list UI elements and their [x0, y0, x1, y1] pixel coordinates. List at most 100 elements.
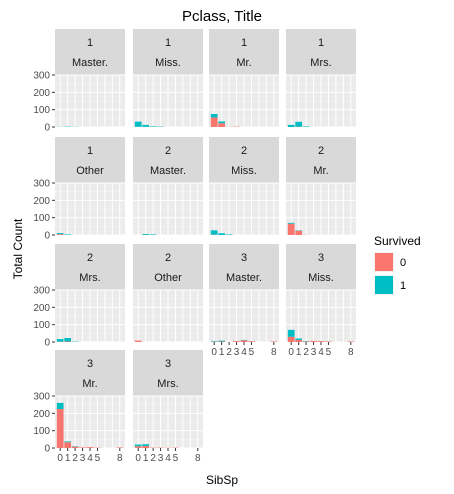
facet-panel: 1 Miss.	[133, 29, 203, 128]
bar-survived-1	[142, 124, 150, 127]
bar-survived-1	[56, 339, 64, 342]
legend-label: 0	[400, 257, 406, 269]
x-tick-label: 5	[95, 453, 101, 464]
strip-label-pclass: 1	[87, 37, 93, 49]
y-tick-label: 200	[33, 409, 50, 420]
strip-label-pclass: 2	[241, 145, 247, 157]
bar-survived-0	[240, 340, 248, 342]
bar-survived-1	[134, 121, 142, 127]
strip-label-pclass: 3	[241, 252, 247, 264]
facet-strip	[286, 137, 356, 183]
y-axis-title: Total Count	[11, 218, 25, 279]
bar-survived-0	[64, 442, 72, 448]
facet-panel: 2 Mr.	[286, 137, 356, 236]
x-tick-label: 5	[249, 347, 255, 358]
strip-label-title: Mrs.	[79, 272, 100, 284]
bar-survived-0	[317, 341, 325, 342]
bar-survived-1	[218, 233, 226, 235]
strip-label-title: Other	[154, 272, 182, 284]
x-tick-label: 2	[72, 453, 78, 464]
bar-survived-0	[71, 446, 79, 448]
strip-label-title: Miss.	[231, 165, 257, 177]
strip-label-title: Mrs.	[310, 57, 331, 69]
strip-label-title: Mrs.	[157, 378, 178, 390]
bar-survived-0	[142, 445, 150, 448]
x-tick-label: 4	[165, 453, 171, 464]
bar-survived-0	[295, 339, 303, 342]
strip-label-title: Master.	[226, 272, 262, 284]
bar-survived-1	[218, 340, 226, 342]
x-tick-label: 3	[234, 347, 240, 358]
facet-strip	[55, 137, 125, 183]
y-tick-label: 300	[33, 71, 50, 82]
bar-survived-0	[287, 223, 295, 235]
x-tick-label: 3	[311, 347, 317, 358]
strip-label-pclass: 1	[165, 37, 171, 49]
bar-survived-0	[210, 117, 218, 127]
y-tick-label: 0	[44, 444, 50, 455]
bar-survived-0	[116, 447, 124, 448]
facet-panel: 1 Mr.	[209, 29, 279, 128]
y-tick-label: 100	[33, 105, 50, 116]
strip-label-title: Mr.	[236, 57, 251, 69]
strip-label-title: Other	[76, 165, 104, 177]
bar-survived-1	[149, 126, 157, 127]
facet-strip	[286, 244, 356, 290]
x-tick-label: 2	[226, 347, 232, 358]
bar-survived-0	[56, 409, 64, 448]
bar-survived-1	[134, 444, 142, 447]
bar-survived-0	[134, 340, 142, 342]
facet-strip	[209, 244, 279, 290]
bar-survived-1	[218, 121, 226, 124]
x-tick-label: 5	[326, 347, 332, 358]
x-tick-label: 0	[135, 453, 141, 464]
bar-survived-0	[295, 230, 303, 235]
strip-label-title: Master.	[72, 57, 108, 69]
bar-survived-0	[347, 341, 355, 342]
bar-survived-0	[218, 123, 226, 127]
facet-panels: 1Master.01002003001Miss.1Mr.1Mrs.1Other0…	[33, 29, 356, 464]
facet-strip	[55, 350, 125, 396]
facet-strip	[55, 244, 125, 290]
bar-survived-1	[56, 402, 64, 409]
y-tick-label: 100	[33, 426, 50, 437]
bar-survived-1	[210, 230, 218, 235]
bar-survived-0	[270, 341, 278, 342]
x-tick-label: 8	[195, 453, 201, 464]
strip-label-title: Mr.	[82, 378, 97, 390]
strip-label-title: Master.	[150, 165, 186, 177]
strip-label-pclass: 2	[87, 252, 93, 264]
y-tick-label: 200	[33, 196, 50, 207]
bar-survived-1	[149, 234, 157, 235]
bar-survived-0	[325, 341, 332, 342]
y-tick-label: 200	[33, 88, 50, 99]
bar-survived-0	[233, 341, 240, 342]
bar-survived-0	[86, 447, 94, 448]
x-tick-label: 8	[271, 347, 277, 358]
y-tick-label: 300	[33, 392, 50, 403]
facet-panel: 1 Master. 0 100 200 300	[33, 29, 125, 134]
x-tick-label: 0	[288, 347, 294, 358]
facet-strip	[209, 137, 279, 183]
bar-survived-1	[287, 222, 295, 224]
strip-label-pclass: 3	[87, 358, 93, 370]
y-tick-label: 300	[33, 179, 50, 190]
bar-survived-0	[79, 447, 86, 448]
bar-survived-1	[302, 126, 310, 127]
strip-label-pclass: 3	[318, 252, 324, 264]
bar-survived-0	[287, 336, 295, 342]
y-tick-label: 0	[44, 338, 50, 349]
facet-strip	[133, 350, 203, 396]
bar-survived-1	[287, 329, 295, 337]
x-tick-label: 4	[318, 347, 324, 358]
strip-label-pclass: 2	[165, 145, 171, 157]
bar-survived-0	[64, 341, 72, 342]
legend-title: Survived	[374, 234, 421, 248]
strip-label-title: Miss.	[308, 272, 334, 284]
x-tick-label: 5	[173, 453, 179, 464]
strip-label-pclass: 2	[318, 145, 324, 157]
x-tick-label: 1	[65, 453, 71, 464]
